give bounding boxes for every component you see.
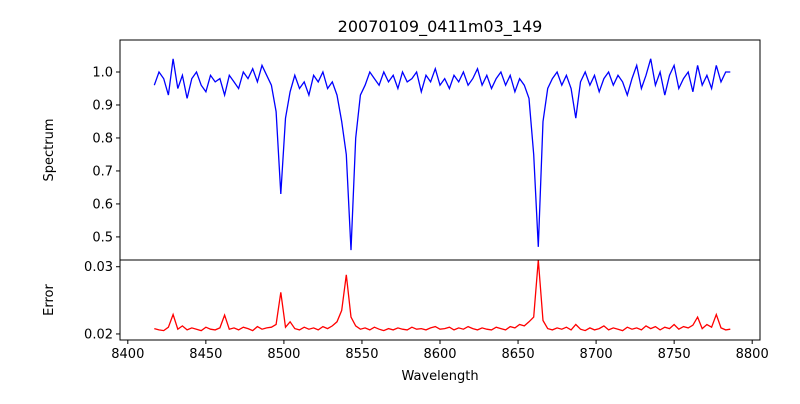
x-tick-label: 8500 [267, 347, 300, 362]
x-tick-label: 8400 [111, 347, 144, 362]
axes-frame [119, 39, 761, 261]
y-tick-label: 0.02 [84, 327, 113, 342]
x-tick-label: 8600 [423, 347, 456, 362]
x-tick-label: 8550 [345, 347, 378, 362]
x-tick-label: 8650 [502, 347, 535, 362]
error-line [154, 259, 731, 332]
x-tick-label: 8750 [658, 347, 691, 362]
y-tick-label: 0.5 [92, 230, 113, 245]
chart-title: 20070109_0411m03_149 [338, 17, 543, 37]
x-tick-label: 8450 [189, 347, 222, 362]
y-tick-label: 1.0 [92, 65, 113, 80]
x-tick-label: 8700 [580, 347, 613, 362]
y-tick-label: 0.9 [92, 98, 113, 113]
y-tick-label: 0.6 [92, 197, 113, 212]
error-axes: 0.02 0.03 8400 8450 8500 8550 8600 8650 8700 8750… [84, 259, 769, 362]
x-tick-label: 8800 [736, 347, 769, 362]
spectrum-y-label: Spectrum [42, 119, 57, 182]
y-tick-label: 0.7 [92, 164, 113, 179]
spectrum-axes: 0.5 0.6 0.7 0.8 0.9 1.0 [92, 39, 761, 261]
spectrum-line [153, 58, 731, 251]
y-tick-label: 0.8 [92, 131, 113, 146]
x-axis-label: Wavelength [401, 369, 478, 384]
y-tick-label: 0.03 [84, 260, 113, 275]
error-y-label: Error [42, 284, 57, 316]
